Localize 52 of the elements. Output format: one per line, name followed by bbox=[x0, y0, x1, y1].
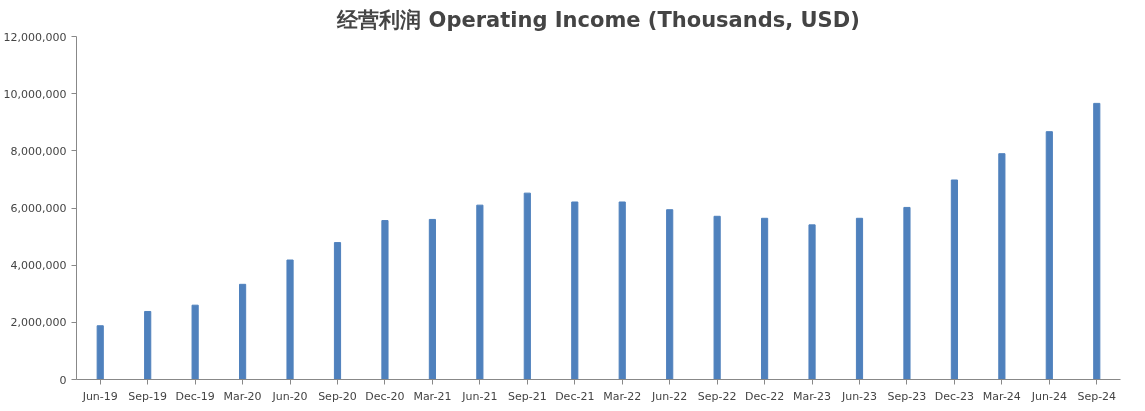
x-tick-label: Jun-20 bbox=[271, 389, 308, 403]
x-tick-label: Mar-21 bbox=[413, 389, 452, 403]
bar bbox=[998, 153, 1006, 380]
y-tick-label: 8,000,000 bbox=[10, 144, 67, 158]
bar bbox=[191, 304, 199, 380]
x-tick-label: Sep-21 bbox=[507, 389, 547, 403]
bar bbox=[1045, 131, 1053, 380]
x-tick-label: Mar-23 bbox=[793, 389, 832, 403]
y-tick-label: 0 bbox=[59, 373, 67, 387]
bar bbox=[381, 220, 389, 380]
y-tick-label: 2,000,000 bbox=[10, 316, 67, 330]
bar bbox=[713, 215, 721, 380]
bar bbox=[428, 218, 436, 380]
bar bbox=[618, 201, 626, 380]
y-tick-label: 10,000,000 bbox=[3, 87, 67, 101]
bar bbox=[950, 179, 958, 380]
x-tick-label: Sep-19 bbox=[128, 389, 168, 403]
bar bbox=[903, 206, 911, 380]
bar bbox=[571, 201, 579, 380]
x-tick-label: Mar-22 bbox=[603, 389, 642, 403]
x-tick-label: Sep-23 bbox=[887, 389, 927, 403]
bar bbox=[144, 310, 152, 380]
x-tick-label: Jun-23 bbox=[840, 389, 878, 403]
bar bbox=[96, 325, 104, 380]
bar bbox=[855, 217, 864, 380]
x-tick-label: Dec-21 bbox=[555, 389, 595, 403]
x-tick-label: Sep-24 bbox=[1077, 389, 1117, 403]
bar bbox=[761, 217, 769, 380]
bar bbox=[808, 224, 816, 380]
y-tick-label: 12,000,000 bbox=[3, 30, 67, 44]
x-tick-label: Jun-19 bbox=[81, 389, 118, 403]
y-tick-label: 4,000,000 bbox=[10, 259, 67, 273]
bar bbox=[1093, 102, 1101, 380]
x-tick-label: Dec-20 bbox=[365, 389, 405, 403]
x-tick-label: Mar-20 bbox=[223, 389, 262, 403]
bar bbox=[666, 209, 674, 380]
x-tick-label: Dec-23 bbox=[934, 389, 975, 403]
x-tick-label: Jun-22 bbox=[651, 389, 688, 403]
y-tick-label: 6,000,000 bbox=[10, 202, 67, 215]
x-tick-label: Jun-24 bbox=[1030, 389, 1067, 403]
bar bbox=[239, 283, 247, 380]
bar bbox=[286, 259, 294, 380]
x-tick-label: Sep-22 bbox=[697, 389, 737, 403]
x-tick-label: Mar-24 bbox=[982, 389, 1021, 403]
x-tick-label: Dec-22 bbox=[744, 389, 785, 403]
x-tick-label: Dec-19 bbox=[175, 389, 215, 403]
bar bbox=[476, 204, 484, 380]
bar bbox=[333, 242, 342, 380]
x-tick-label: Jun-21 bbox=[461, 389, 498, 403]
bar bbox=[523, 192, 531, 380]
chart-title: 经营利润 Operating Income (Thousands, USD) bbox=[336, 7, 860, 32]
x-tick-label: Sep-20 bbox=[318, 389, 357, 403]
